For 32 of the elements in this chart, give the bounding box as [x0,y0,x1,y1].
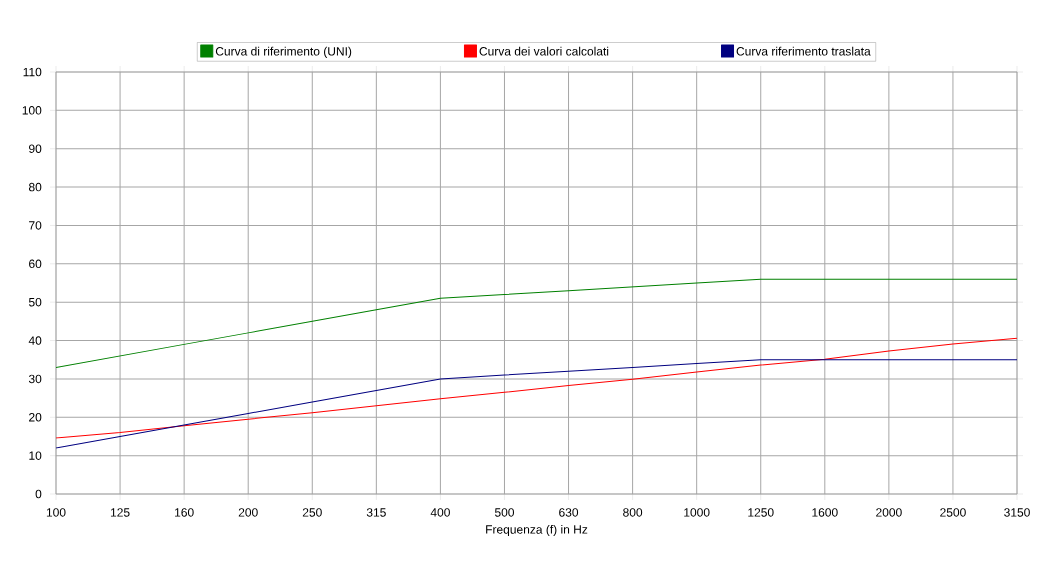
y-tick-label: 40 [28,336,42,345]
y-tick-label: 90 [29,144,42,153]
x-tick-label: 400 [430,508,450,517]
x-tick-label: 800 [623,508,643,517]
x-tick-label: 1600 [812,508,838,517]
x-tick-label: 2500 [940,508,966,517]
y-tick-label: 100 [22,106,42,115]
x-tick-label: 630 [559,508,579,517]
y-tick-label: 20 [29,413,42,422]
y-tick-label: 70 [29,221,42,230]
y-tick-label: 50 [28,297,42,307]
x-tick-label: 200 [238,508,258,517]
y-tick-label: 110 [23,67,42,77]
legend-label: Curva riferimento traslata [736,46,871,56]
x-tick-label: 2000 [876,508,902,517]
y-tick-label: 80 [28,182,42,192]
x-tick-label: 125 [110,508,130,517]
x-tick-label: 3150 [1004,508,1030,517]
x-tick-label: 1250 [748,508,774,517]
y-tick-label: 10 [29,451,42,460]
x-tick-label: 100 [46,508,66,517]
x-tick-label: 160 [175,508,194,517]
y-tick-label: 30 [28,374,42,384]
y-tick-label: 0 [35,489,42,499]
x-tick-label: 315 [366,508,386,517]
legend-label: Curva dei valori calcolati [479,46,609,56]
y-tick-label: 60 [29,259,42,269]
x-tick-label: 1000 [684,508,710,517]
legend-label: Curva di riferimento (UNI) [215,46,352,58]
x-tick-label: 250 [302,508,322,517]
x-tick-label: 500 [494,508,515,517]
x-axis-title: Frequenza (f) in Hz [486,524,588,537]
